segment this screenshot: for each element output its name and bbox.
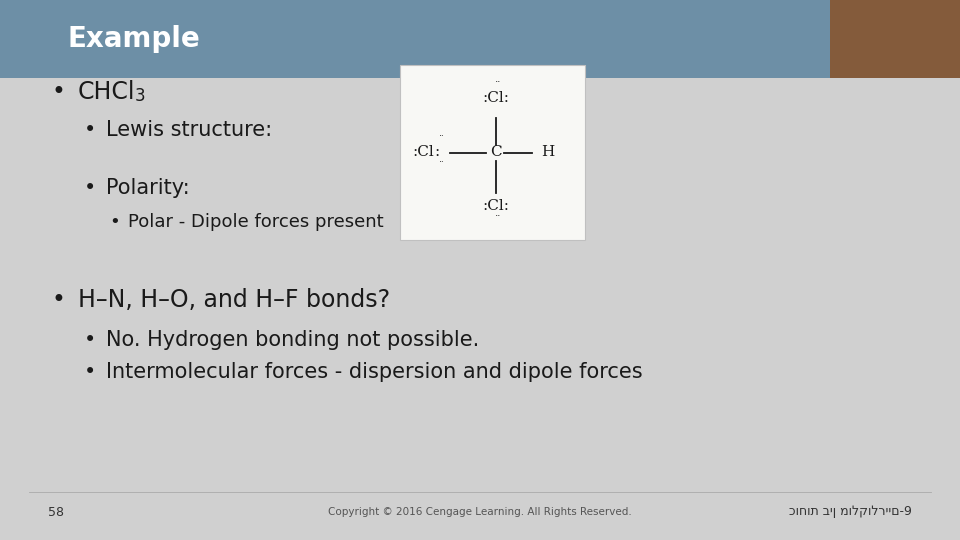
Text: Copyright © 2016 Cengage Learning. All Rights Reserved.: Copyright © 2016 Cengage Learning. All R… [328,507,632,517]
Text: Polarity:: Polarity: [106,178,190,198]
Text: •: • [109,213,120,231]
Text: C: C [491,145,502,159]
Text: 58: 58 [48,505,64,518]
Text: CHCl: CHCl [78,80,135,104]
Text: ¨: ¨ [494,215,500,226]
Text: Intermolecular forces - dispersion and dipole forces: Intermolecular forces - dispersion and d… [106,362,642,382]
Bar [400,65,585,240]
Text: Polar - Dipole forces present: Polar - Dipole forces present [128,213,384,231]
Text: •: • [84,362,96,382]
Text: ¨: ¨ [440,161,444,172]
Text: כוחות בין מולקולריים-9: כוחות בין מולקולריים-9 [789,505,912,518]
Text: •: • [84,120,96,140]
Bar [830,0,960,78]
Text: H–N, H–O, and H–F bonds?: H–N, H–O, and H–F bonds? [78,288,390,312]
Text: :: : [435,145,440,159]
Text: H: H [540,145,554,159]
Text: Lewis structure:: Lewis structure: [106,120,272,140]
Text: No. Hydrogen bonding not possible.: No. Hydrogen bonding not possible. [106,330,479,350]
Text: ¨: ¨ [440,136,444,145]
Text: :Cl:: :Cl: [483,91,510,105]
Bar [0,0,830,78]
Text: •: • [84,178,96,198]
Text: •: • [51,80,65,104]
Text: •: • [84,330,96,350]
Text: :Cl: :Cl [412,145,434,159]
Text: Example: Example [68,25,201,53]
Text: 3: 3 [135,87,146,105]
Text: ¨: ¨ [494,82,500,91]
Text: •: • [51,288,65,312]
Bar [830,0,960,78]
Text: :Cl:: :Cl: [483,199,510,213]
